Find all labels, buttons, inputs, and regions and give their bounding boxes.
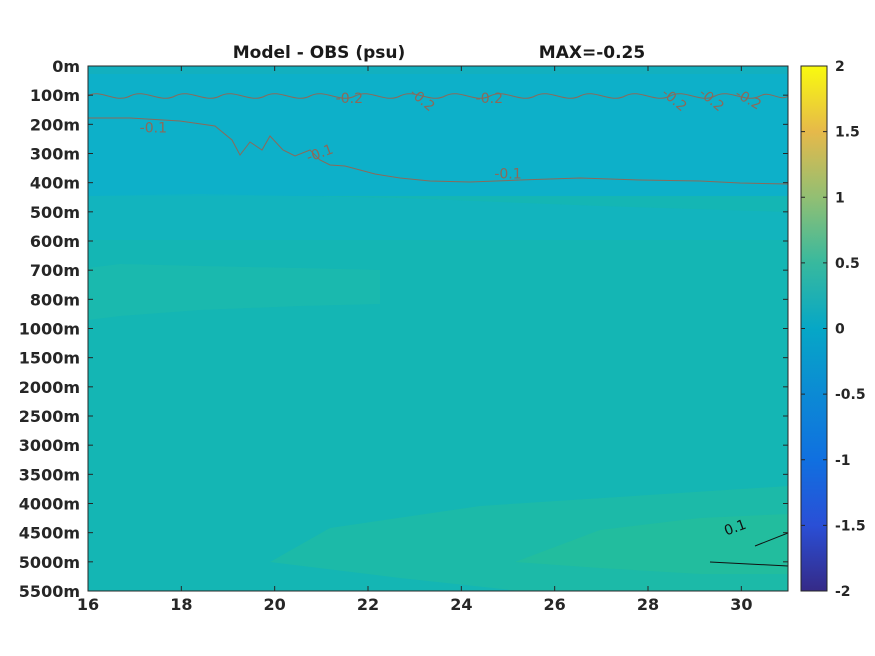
colorbar-tick-label: -2 [835, 584, 851, 600]
y-tick-label: 5500m [19, 582, 80, 601]
colorbar-tick-label: 1.5 [835, 125, 860, 141]
y-tick-label: 200m [30, 115, 80, 134]
contour-line-neg02 [88, 93, 788, 99]
y-tick-label: 800m [30, 290, 80, 309]
chart-title: Model - OBS (psu) [233, 43, 406, 63]
field-band-700-800 [88, 264, 380, 320]
field-top-strip [88, 66, 788, 74]
x-tick-label: 30 [730, 595, 752, 614]
y-tick-label: 700m [30, 261, 80, 280]
colorbar-tick-label: 0.5 [835, 256, 860, 272]
y-tick-label: 500m [30, 203, 80, 222]
y-tick-label: 1000m [19, 320, 80, 339]
contour-label: 0.1 [722, 517, 748, 540]
x-tick-label: 24 [450, 595, 472, 614]
x-tick-label: 22 [357, 595, 379, 614]
colorbar-tick-label: 2 [835, 59, 845, 75]
y-tick-label: 100m [30, 86, 80, 105]
contour-label: -0.2 [336, 91, 363, 107]
x-axis: 16 18 20 22 24 26 28 30 [77, 66, 752, 614]
colorbar-ticks: 2 1.5 1 0.5 0 -0.5 -1 -1.5 -2 [801, 59, 866, 600]
y-tick-label: 0m [52, 57, 80, 76]
y-tick-label: 4500m [19, 524, 80, 543]
x-tick-label: 16 [77, 595, 99, 614]
y-tick-label: 3500m [19, 465, 80, 484]
x-tick-label: 26 [544, 595, 566, 614]
y-tick-label: 4000m [19, 495, 80, 514]
colorbar-tick-label: 1 [835, 190, 845, 206]
colorbar-tick-label: -1.5 [835, 518, 866, 534]
contour-label: -0.1 [494, 167, 521, 183]
contour-labels: -0.1-0.2 -0.2 -0.2 -0.2 -0.2 -0.2-0.1-0.10.1 [140, 85, 764, 539]
y-tick-label: 2500m [19, 407, 80, 426]
y-tick-label: 600m [30, 232, 80, 251]
heatmap-field [88, 66, 788, 591]
y-tick-label: 2000m [19, 378, 80, 397]
x-tick-label: 20 [264, 595, 286, 614]
y-tick-label: 5000m [19, 553, 80, 572]
colorbar-tick-label: 0 [835, 322, 845, 338]
colorbar-tick-label: -1 [835, 453, 851, 469]
x-tick-label: 18 [170, 595, 192, 614]
field-transition-layer [88, 194, 788, 240]
y-tick-label: 400m [30, 174, 80, 193]
y-tick-label: 300m [30, 145, 80, 164]
contour-line-neg01-upper [88, 117, 788, 185]
contour-lines [88, 93, 788, 567]
contour-label: -0.2 [476, 91, 503, 107]
contour-line-pos01 [709, 532, 788, 567]
y-tick-label: 1500m [19, 349, 80, 368]
colorbar [800, 65, 828, 592]
field-deep-core [515, 514, 788, 574]
y-tick-label: 3000m [19, 436, 80, 455]
contour-label: -0.1 [140, 120, 167, 136]
field-upper-layer [88, 66, 788, 196]
x-tick-label: 28 [637, 595, 659, 614]
chart-subtitle: MAX=-0.25 [539, 43, 645, 63]
y-axis: 0m 100m 200m 300m 400m 500m 600m 700m 800m 1000m 1… [19, 57, 788, 601]
colorbar-tick-label: -0.5 [835, 387, 866, 403]
